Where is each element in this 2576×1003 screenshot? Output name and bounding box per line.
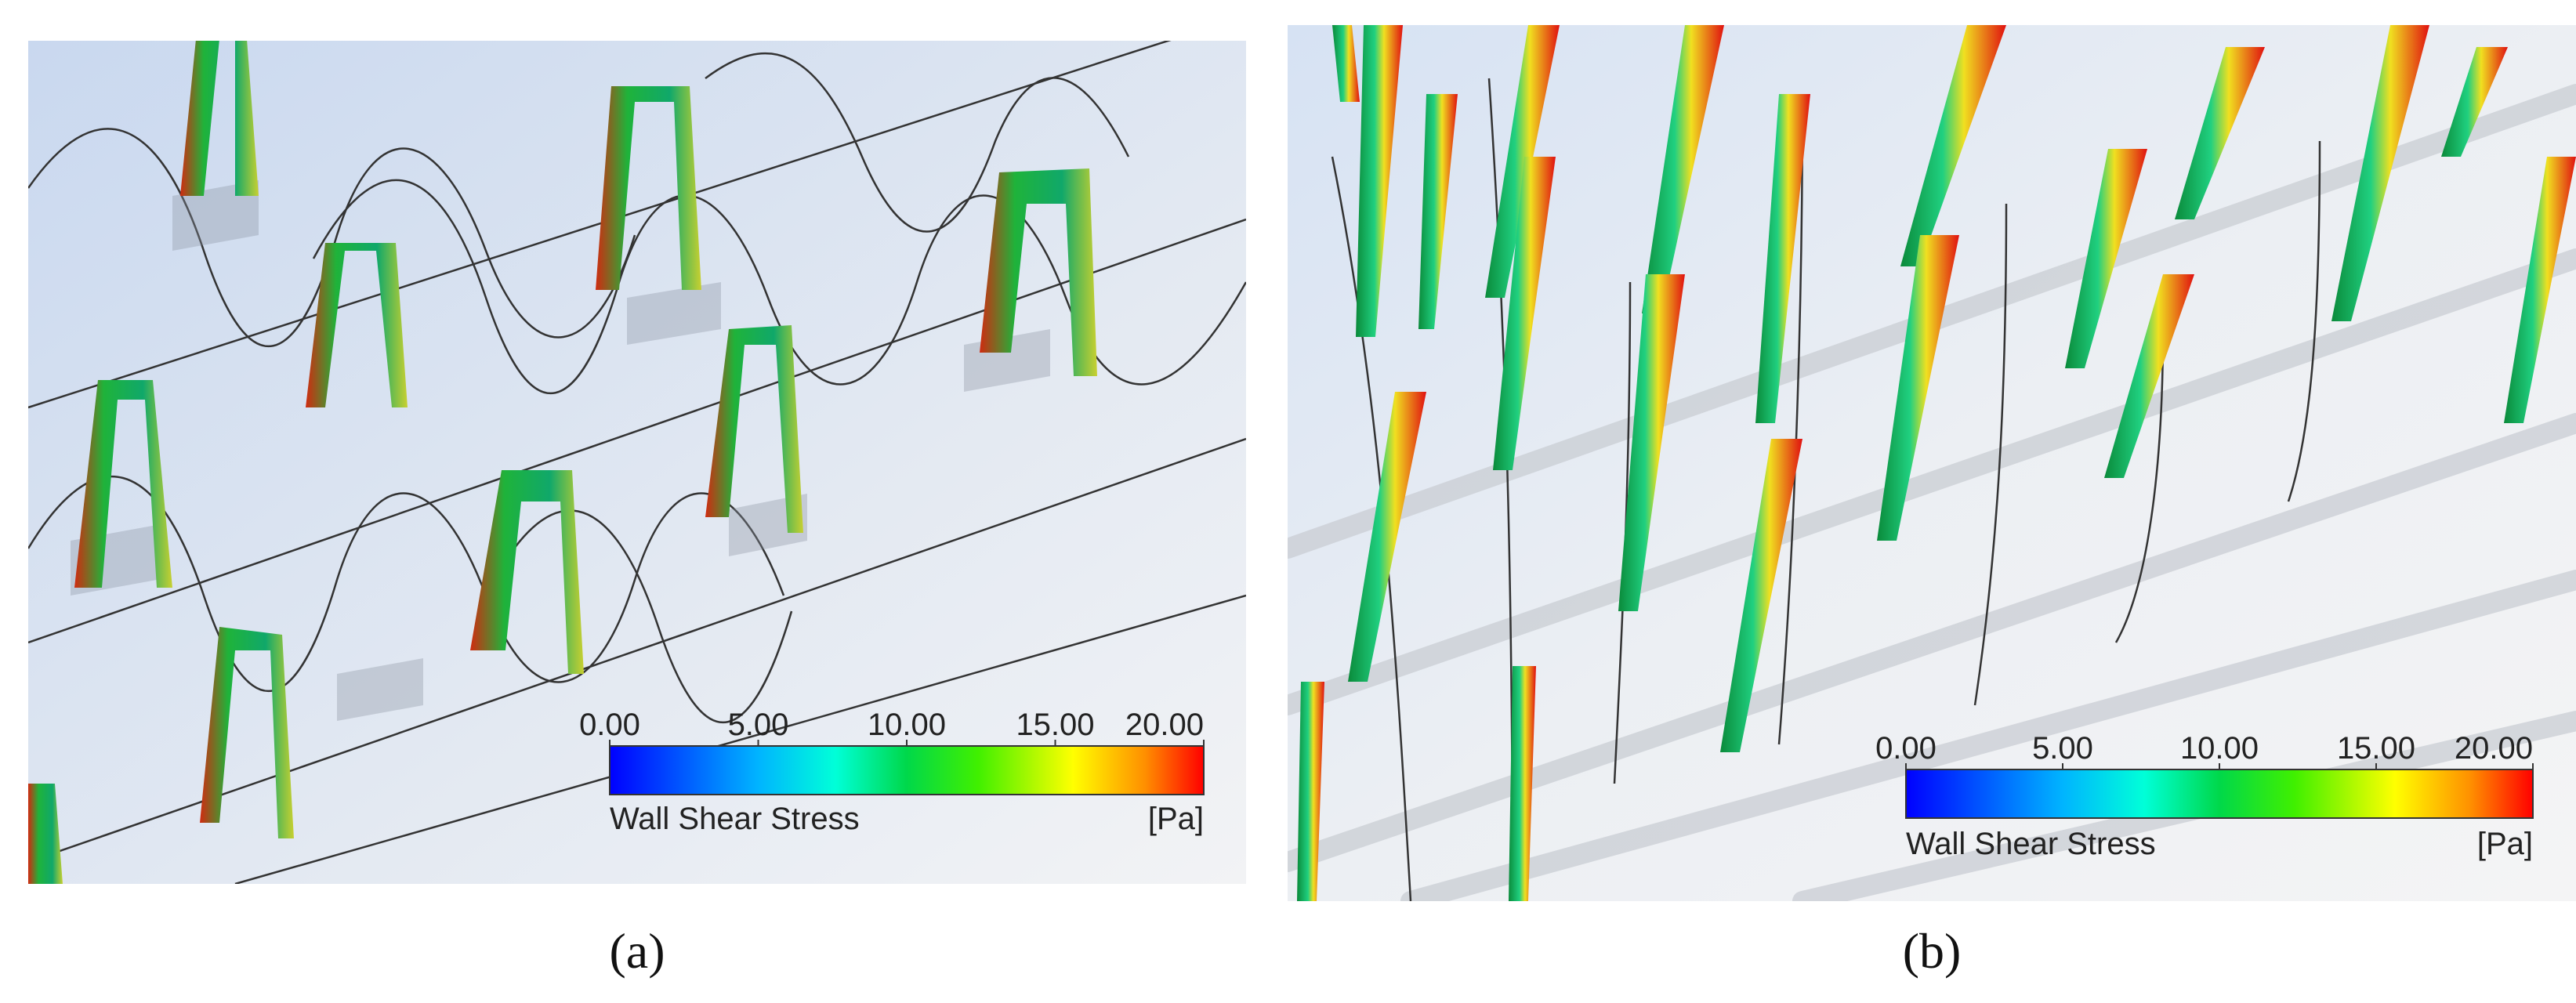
caption: (b) [1903, 923, 1962, 979]
colorbar-tick-label: 15.00 [2337, 731, 2415, 766]
colorbar-unit: [Pa] [1148, 802, 1204, 836]
colorbar-b [1905, 769, 2534, 819]
colorbar-tick-label: 5.00 [2032, 731, 2093, 766]
colorbar-title: Wall Shear Stress [1906, 827, 2156, 861]
colorbar-unit: [Pa] [2477, 827, 2533, 861]
colorbar-a [609, 745, 1205, 795]
colorbar-title: Wall Shear Stress [610, 802, 860, 836]
render-b [1288, 25, 2576, 901]
render-a [28, 41, 1246, 884]
colorbar-tick-label: 20.00 [1125, 708, 1204, 742]
colorbar-tick-label: 10.00 [868, 708, 946, 742]
colorbar-tick-label: 0.00 [579, 708, 640, 742]
colorbar-tick-label: 15.00 [1016, 708, 1094, 742]
caption: (a) [609, 923, 665, 979]
colorbar-tick-label: 5.00 [728, 708, 789, 742]
colorbar-tick-label: 0.00 [1875, 731, 1937, 766]
colorbar-tick-label: 10.00 [2180, 731, 2259, 766]
colorbar-tick-label: 20.00 [2455, 731, 2533, 766]
